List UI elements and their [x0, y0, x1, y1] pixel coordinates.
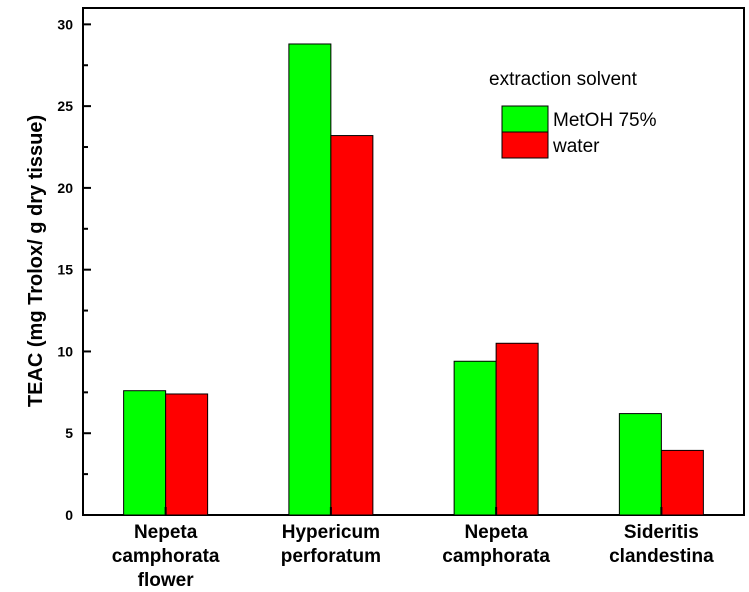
y-axis: 0 5 10 15 20 25 30: [57, 16, 91, 523]
bars-layer: [123, 43, 704, 516]
legend-title: extraction solvent: [489, 69, 638, 90]
legend-label: water: [552, 136, 600, 157]
bar-water: [660, 449, 704, 516]
bar-water: [495, 342, 539, 516]
y-tick-label: 25: [57, 98, 73, 114]
plot-frame: [82, 7, 745, 516]
x-category-label: Nepeta: [464, 522, 528, 543]
x-category-label: clandestina: [609, 546, 714, 567]
y-tick-label: 5: [65, 425, 73, 441]
y-tick-label: 10: [57, 343, 73, 359]
legend-label: MetOH 75%: [553, 110, 657, 131]
bar-metoh-75-: [453, 360, 497, 516]
bar-metoh-75-: [618, 413, 662, 516]
x-category-label: camphorata: [112, 546, 220, 567]
legend-swatch: [501, 105, 549, 133]
x-category-label: flower: [138, 570, 195, 591]
bar-water: [165, 393, 209, 516]
x-category-label: Hypericum: [282, 522, 380, 543]
bar-water: [330, 135, 374, 516]
y-tick-label: 0: [65, 507, 73, 523]
x-category-label: perforatum: [281, 546, 381, 567]
x-category-label: Nepeta: [134, 522, 198, 543]
y-tick-label: 30: [57, 16, 73, 32]
x-axis: Nepeta camphorata flower Hypericum perforatu…: [112, 507, 714, 591]
x-category-label: Sideritis: [624, 522, 699, 543]
x-category-label: camphorata: [442, 546, 550, 567]
y-axis-label: TEAC (mg Trolox/ g dry tissue): [25, 115, 47, 407]
y-tick-label: 15: [57, 262, 73, 278]
legend: extraction solvent MetOH 75% water: [489, 69, 657, 159]
y-tick-label: 20: [57, 180, 73, 196]
legend-swatch: [501, 131, 549, 159]
bar-metoh-75-: [123, 390, 167, 516]
bar-metoh-75-: [288, 43, 332, 516]
legend-items: MetOH 75% water: [501, 105, 657, 159]
